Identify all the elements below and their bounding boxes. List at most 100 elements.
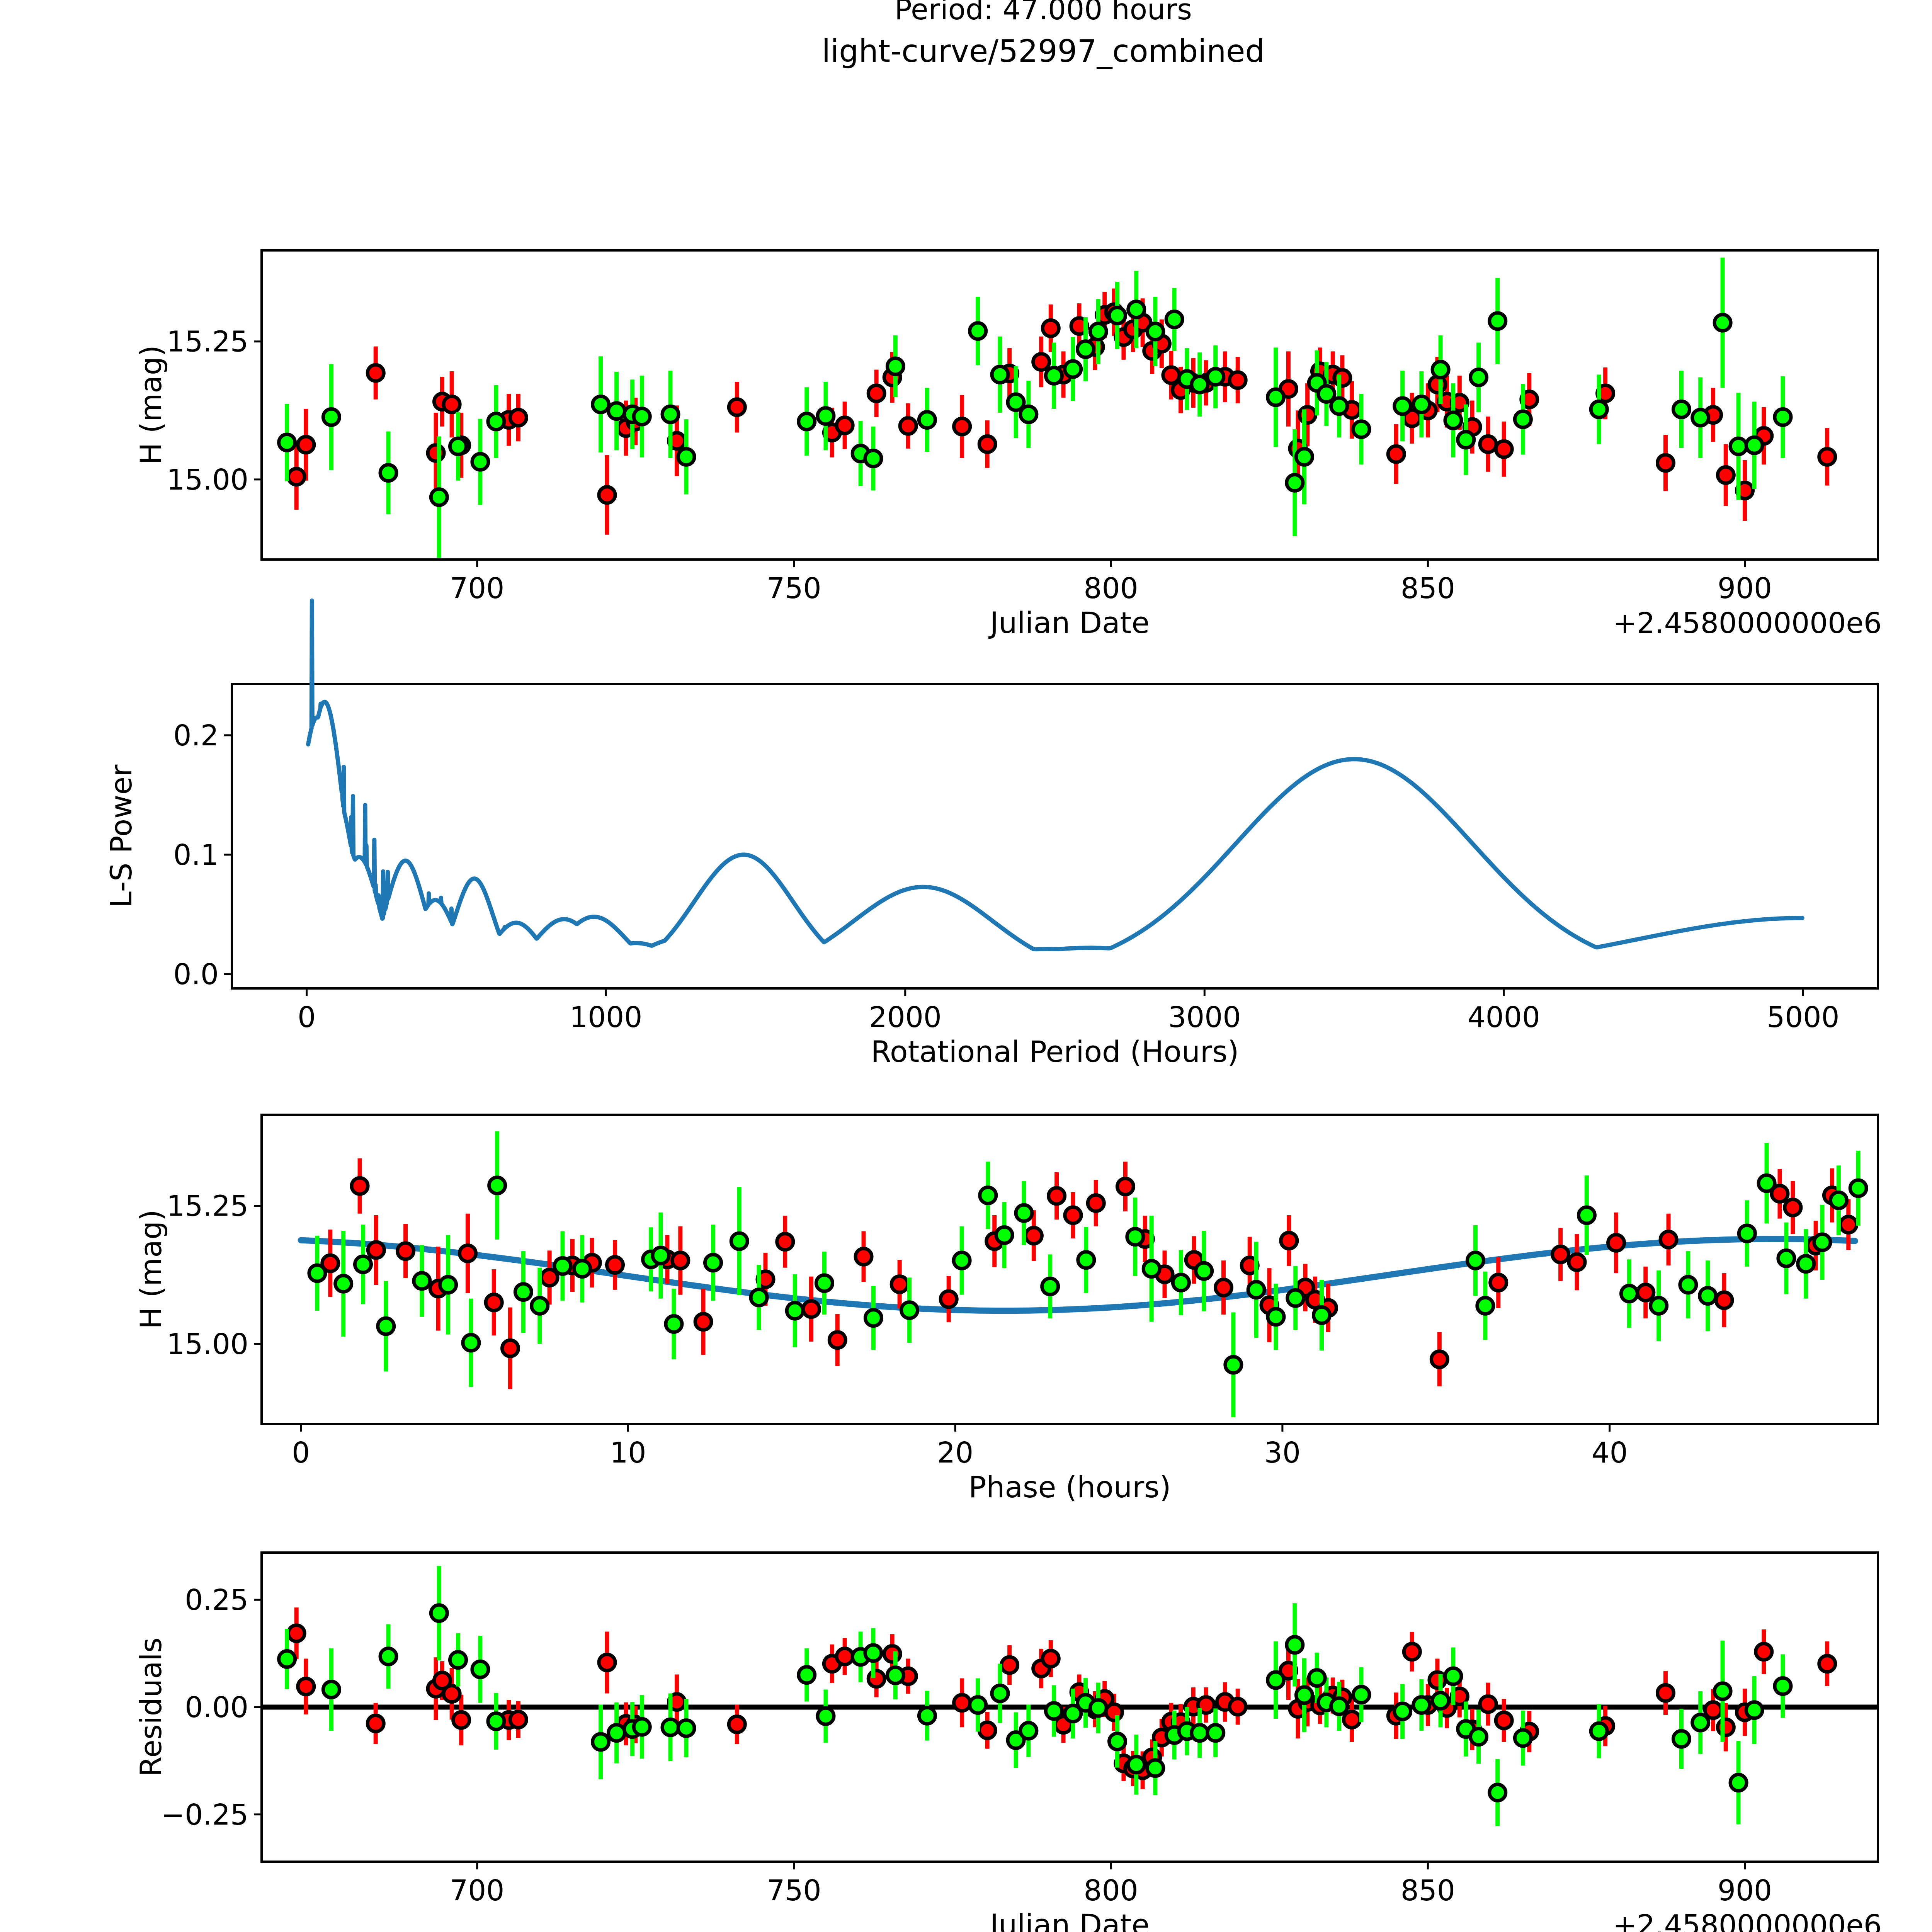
data-point xyxy=(1086,1193,1106,1213)
data-point xyxy=(994,1225,1014,1245)
data-point xyxy=(461,1333,481,1353)
panel-periodogram: 0 1000 2000 3000 4000 5000 0.0 0.1 0.2 Rotational… xyxy=(104,598,1879,1069)
data-point xyxy=(1040,1276,1060,1296)
data-point xyxy=(703,1253,723,1273)
data-point xyxy=(952,1693,972,1713)
data-point xyxy=(376,1316,396,1336)
data-point xyxy=(968,1695,988,1715)
data-point xyxy=(1206,367,1226,387)
data-point xyxy=(426,443,446,463)
data-point xyxy=(1478,434,1498,454)
data-point xyxy=(1690,1713,1711,1733)
data-point xyxy=(1429,1349,1449,1369)
y-tick-label-periodogram: 0.0 xyxy=(173,958,219,991)
data-point xyxy=(605,1255,625,1275)
data-point xyxy=(1551,1244,1571,1264)
data-point xyxy=(1671,399,1691,419)
data-point xyxy=(1024,1226,1044,1246)
data-point xyxy=(1589,1721,1609,1741)
data-point xyxy=(1716,465,1736,485)
x-axis-label-phasefold: Phase (hours) xyxy=(968,1470,1171,1504)
data-point xyxy=(1063,359,1083,379)
data-point xyxy=(797,1665,817,1685)
data-point xyxy=(900,1300,920,1320)
x-tick-label-residuals: 850 xyxy=(1401,1874,1455,1907)
data-point xyxy=(1266,1670,1286,1690)
data-point xyxy=(530,1296,550,1316)
data-point xyxy=(1063,1205,1083,1225)
data-point xyxy=(1393,396,1413,416)
data-point xyxy=(917,1706,937,1726)
data-point xyxy=(1698,1286,1718,1306)
data-point xyxy=(863,1308,883,1328)
data-point xyxy=(1266,387,1286,407)
data-point xyxy=(1488,311,1508,331)
data-point xyxy=(1678,1275,1698,1295)
data-point xyxy=(1266,1307,1286,1327)
data-point xyxy=(1469,1727,1489,1747)
data-point xyxy=(651,1245,671,1265)
data-point xyxy=(470,452,490,472)
axes-frame-phasefold xyxy=(260,1114,1879,1425)
data-point xyxy=(1351,1685,1371,1705)
data-point xyxy=(296,1677,316,1697)
y-tick-label-residuals: 0.00 xyxy=(185,1691,248,1724)
data-point xyxy=(1228,1697,1248,1717)
data-point xyxy=(350,1176,370,1196)
data-point xyxy=(1770,1184,1790,1204)
data-point xyxy=(412,1271,432,1291)
data-point xyxy=(508,408,528,428)
data-point xyxy=(1773,407,1793,427)
data-point xyxy=(866,383,886,403)
y-axis-label-residuals: Residuals xyxy=(134,1638,168,1777)
data-point xyxy=(664,1314,684,1334)
data-point xyxy=(939,1289,959,1309)
x-tick-label-residuals: 800 xyxy=(1084,1874,1138,1907)
x-tick-label-periodogram: 2000 xyxy=(869,1001,942,1034)
data-point xyxy=(816,406,836,426)
data-point xyxy=(1076,339,1096,359)
data-point xyxy=(801,1299,821,1319)
data-point xyxy=(1465,1250,1485,1270)
data-point xyxy=(366,1240,386,1260)
data-point xyxy=(1690,408,1711,428)
data-point xyxy=(1716,1717,1736,1737)
data-point xyxy=(1006,392,1026,412)
y-axis-label-periodogram: L-S Power xyxy=(104,764,138,908)
y-tick-label-phasefold: 15.00 xyxy=(167,1328,248,1361)
data-point xyxy=(1386,444,1406,464)
data-point xyxy=(1312,1305,1332,1325)
x-axis-label-periodogram: Rotational Period (Hours) xyxy=(871,1034,1239,1069)
data-point xyxy=(990,364,1010,384)
data-point xyxy=(1228,370,1248,390)
panel-residuals: 700 750 800 850 900 0.25 0.00 −0.25 Julian Date R… xyxy=(134,1551,1882,1932)
data-point xyxy=(977,1720,997,1740)
axes-frame-periodogram xyxy=(231,683,1879,990)
data-point xyxy=(797,412,817,432)
x-axis-label-lightcurve: Julian Date xyxy=(988,605,1150,640)
data-point xyxy=(968,321,988,341)
y-axis-label-phasefold: H (mag) xyxy=(134,1209,168,1329)
data-point xyxy=(1754,1642,1774,1662)
data-point xyxy=(1412,395,1432,415)
data-point xyxy=(889,1274,910,1294)
data-point xyxy=(952,1250,972,1270)
data-point xyxy=(486,412,506,432)
data-point xyxy=(1316,384,1337,404)
data-point xyxy=(500,1338,520,1358)
data-point xyxy=(1714,1290,1734,1310)
data-point xyxy=(660,404,680,424)
x-tick-label-residuals: 900 xyxy=(1718,1874,1772,1907)
datapoints-green-residuals xyxy=(277,1603,1793,1803)
x-tick-label-periodogram: 4000 xyxy=(1468,1001,1540,1034)
data-point xyxy=(676,447,696,467)
data-point xyxy=(1488,1272,1509,1293)
data-point xyxy=(484,1293,504,1313)
data-point xyxy=(1776,1248,1796,1268)
y-axis-label-lightcurve: H (mag) xyxy=(134,345,168,464)
data-point xyxy=(1655,453,1675,473)
errorbars-red-residuals xyxy=(294,1607,1830,1789)
data-point xyxy=(1044,366,1064,386)
data-point xyxy=(286,467,306,487)
data-point xyxy=(1713,1681,1733,1701)
